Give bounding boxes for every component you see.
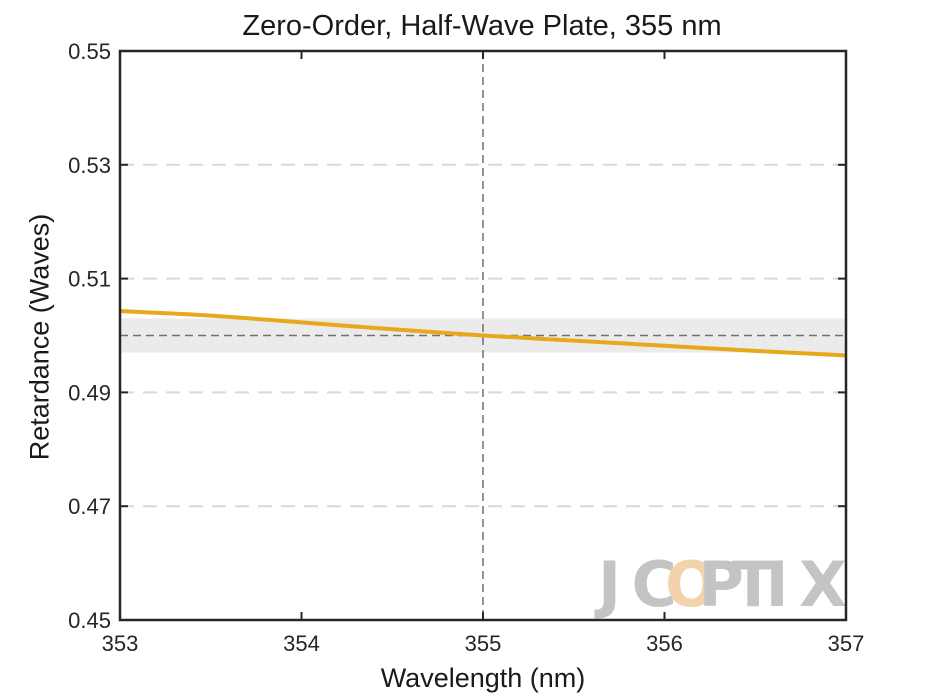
y-tick-label: 0.55 (68, 39, 111, 64)
logo-letter: P (699, 548, 744, 621)
x-tick-label: 354 (283, 631, 320, 656)
logo-letter: O (665, 548, 718, 621)
grid-lines (120, 163, 846, 508)
logo-letter: C (632, 548, 678, 621)
logo-letter: X (799, 548, 847, 621)
y-tick-label: 0.53 (68, 153, 111, 178)
y-tick-label: 0.51 (68, 267, 111, 292)
logo-letter: I (766, 548, 789, 621)
chart-title: Zero-Order, Half-Wave Plate, 355 nm (242, 10, 722, 42)
y-axis-ticks: 0.45 0.47 0.49 0.51 0.53 0.55 (68, 39, 846, 633)
x-axis-ticks: 353 354 355 356 357 (102, 51, 865, 656)
x-tick-label: 356 (646, 631, 683, 656)
logo-letter: J (594, 548, 621, 621)
y-tick-label: 0.49 (68, 380, 111, 405)
logo-letter: T (732, 548, 774, 621)
x-axis-label: Wavelength (nm) (380, 663, 586, 693)
x-tick-label: 357 (828, 631, 865, 656)
x-tick-label: 355 (465, 631, 502, 656)
y-tick-label: 0.47 (68, 494, 111, 519)
y-tick-label: 0.45 (68, 608, 111, 633)
x-tick-label: 353 (102, 631, 139, 656)
y-axis-label: Retardance (Waves) (24, 213, 55, 461)
series-line-retardance (119, 309, 847, 358)
